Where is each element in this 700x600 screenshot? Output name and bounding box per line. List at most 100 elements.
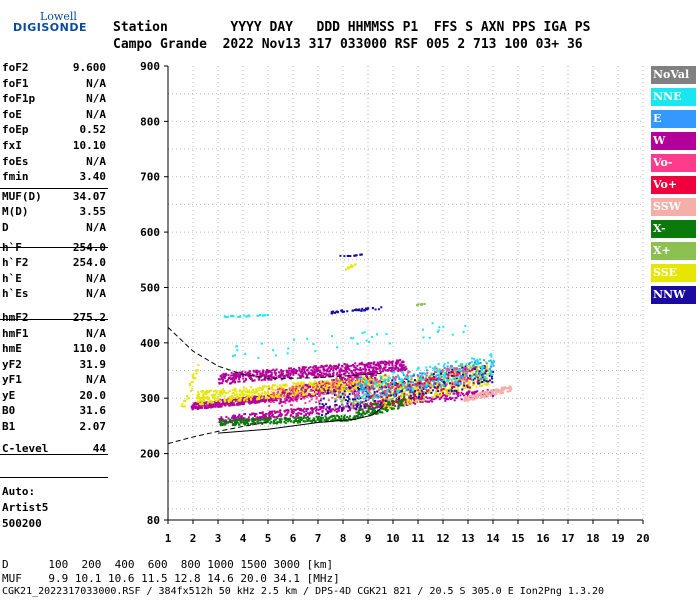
echo-point [434,371,437,374]
echo-point [234,417,237,420]
echo-point [446,379,449,382]
echo-point [317,373,320,376]
echo-point [475,371,478,374]
echo-point [480,366,483,369]
echo-point [263,373,266,376]
echo-point [238,380,241,383]
param-name: B0 [2,404,16,418]
echo-point [395,394,398,397]
echo-point [260,421,263,424]
echo-point [385,375,388,378]
echo-point [303,391,306,394]
echo-point [394,367,397,370]
echo-point [430,372,433,375]
echo-point [435,378,438,381]
echo-point [400,394,403,397]
echo-point [451,333,454,336]
echo-point [387,390,390,393]
echo-point [417,386,420,389]
echo-point [288,387,291,390]
echo-point [382,362,385,365]
echo-point [457,369,460,372]
echo-point [278,420,281,423]
echo-point [228,376,231,379]
echo-point [301,417,304,420]
echo-point [281,394,284,397]
echo-point [373,403,376,406]
echo-point [459,362,462,365]
echo-point [369,365,372,368]
echo-point [400,363,403,366]
echo-point [402,361,405,364]
param-value: N/A [86,220,106,234]
echo-point [270,372,273,375]
echo-point [384,366,387,369]
echo-point [315,415,318,418]
echo-point [305,373,308,376]
x-tick-label: 12 [436,532,449,545]
echo-point [390,366,393,369]
echo-point [367,382,370,385]
echo-point [358,309,361,312]
echo-point [332,378,335,381]
echo-point [337,387,340,390]
echo-point [506,386,509,389]
echo-point [320,390,323,393]
echo-point [368,388,371,391]
echo-point [220,374,223,377]
echo-point [506,390,509,393]
echo-point [275,388,278,391]
echo-point [429,365,432,368]
echo-point [347,372,350,375]
echo-point [200,406,203,409]
echo-point [305,408,308,411]
echo-point [242,422,245,425]
echo-point [400,367,403,370]
echo-point [347,405,350,408]
echo-point [206,396,209,399]
param-value: N/A [86,271,106,285]
echo-point [337,363,340,366]
echo-point [289,403,292,406]
echo-point [372,396,375,399]
echo-point [454,375,457,378]
param-row: foF1 N/A [2,76,106,92]
echo-point [291,388,294,391]
echo-point [508,385,511,388]
echo-point [328,417,331,420]
echo-point [396,391,399,394]
echo-point [429,383,432,386]
echo-point [339,254,342,257]
echo-point [360,371,363,374]
echo-point [453,399,456,402]
echo-point [365,410,368,413]
echo-point [279,384,282,387]
echo-point [458,380,461,383]
echo-point [450,370,453,373]
echo-point [365,395,368,398]
echo-point [259,418,262,421]
echo-point [348,368,351,371]
echo-point [359,405,362,408]
echo-point [386,406,389,409]
echo-point [307,371,310,374]
echo-point [492,364,495,367]
echo-point [303,367,306,370]
echo-point [353,382,356,385]
echo-point [232,422,235,425]
echo-point [286,409,289,412]
echo-point [394,368,397,371]
echo-point [457,374,460,377]
echo-point [205,401,208,404]
echo-point [297,383,300,386]
echo-point [261,314,264,317]
echo-point [273,394,276,397]
echo-point [294,369,297,372]
echo-point [355,254,358,257]
echo-point [392,369,395,372]
echo-point [478,372,481,375]
echo-point [193,402,196,405]
echo-point [299,421,302,424]
echo-point [258,411,261,414]
echo-point [390,388,393,391]
